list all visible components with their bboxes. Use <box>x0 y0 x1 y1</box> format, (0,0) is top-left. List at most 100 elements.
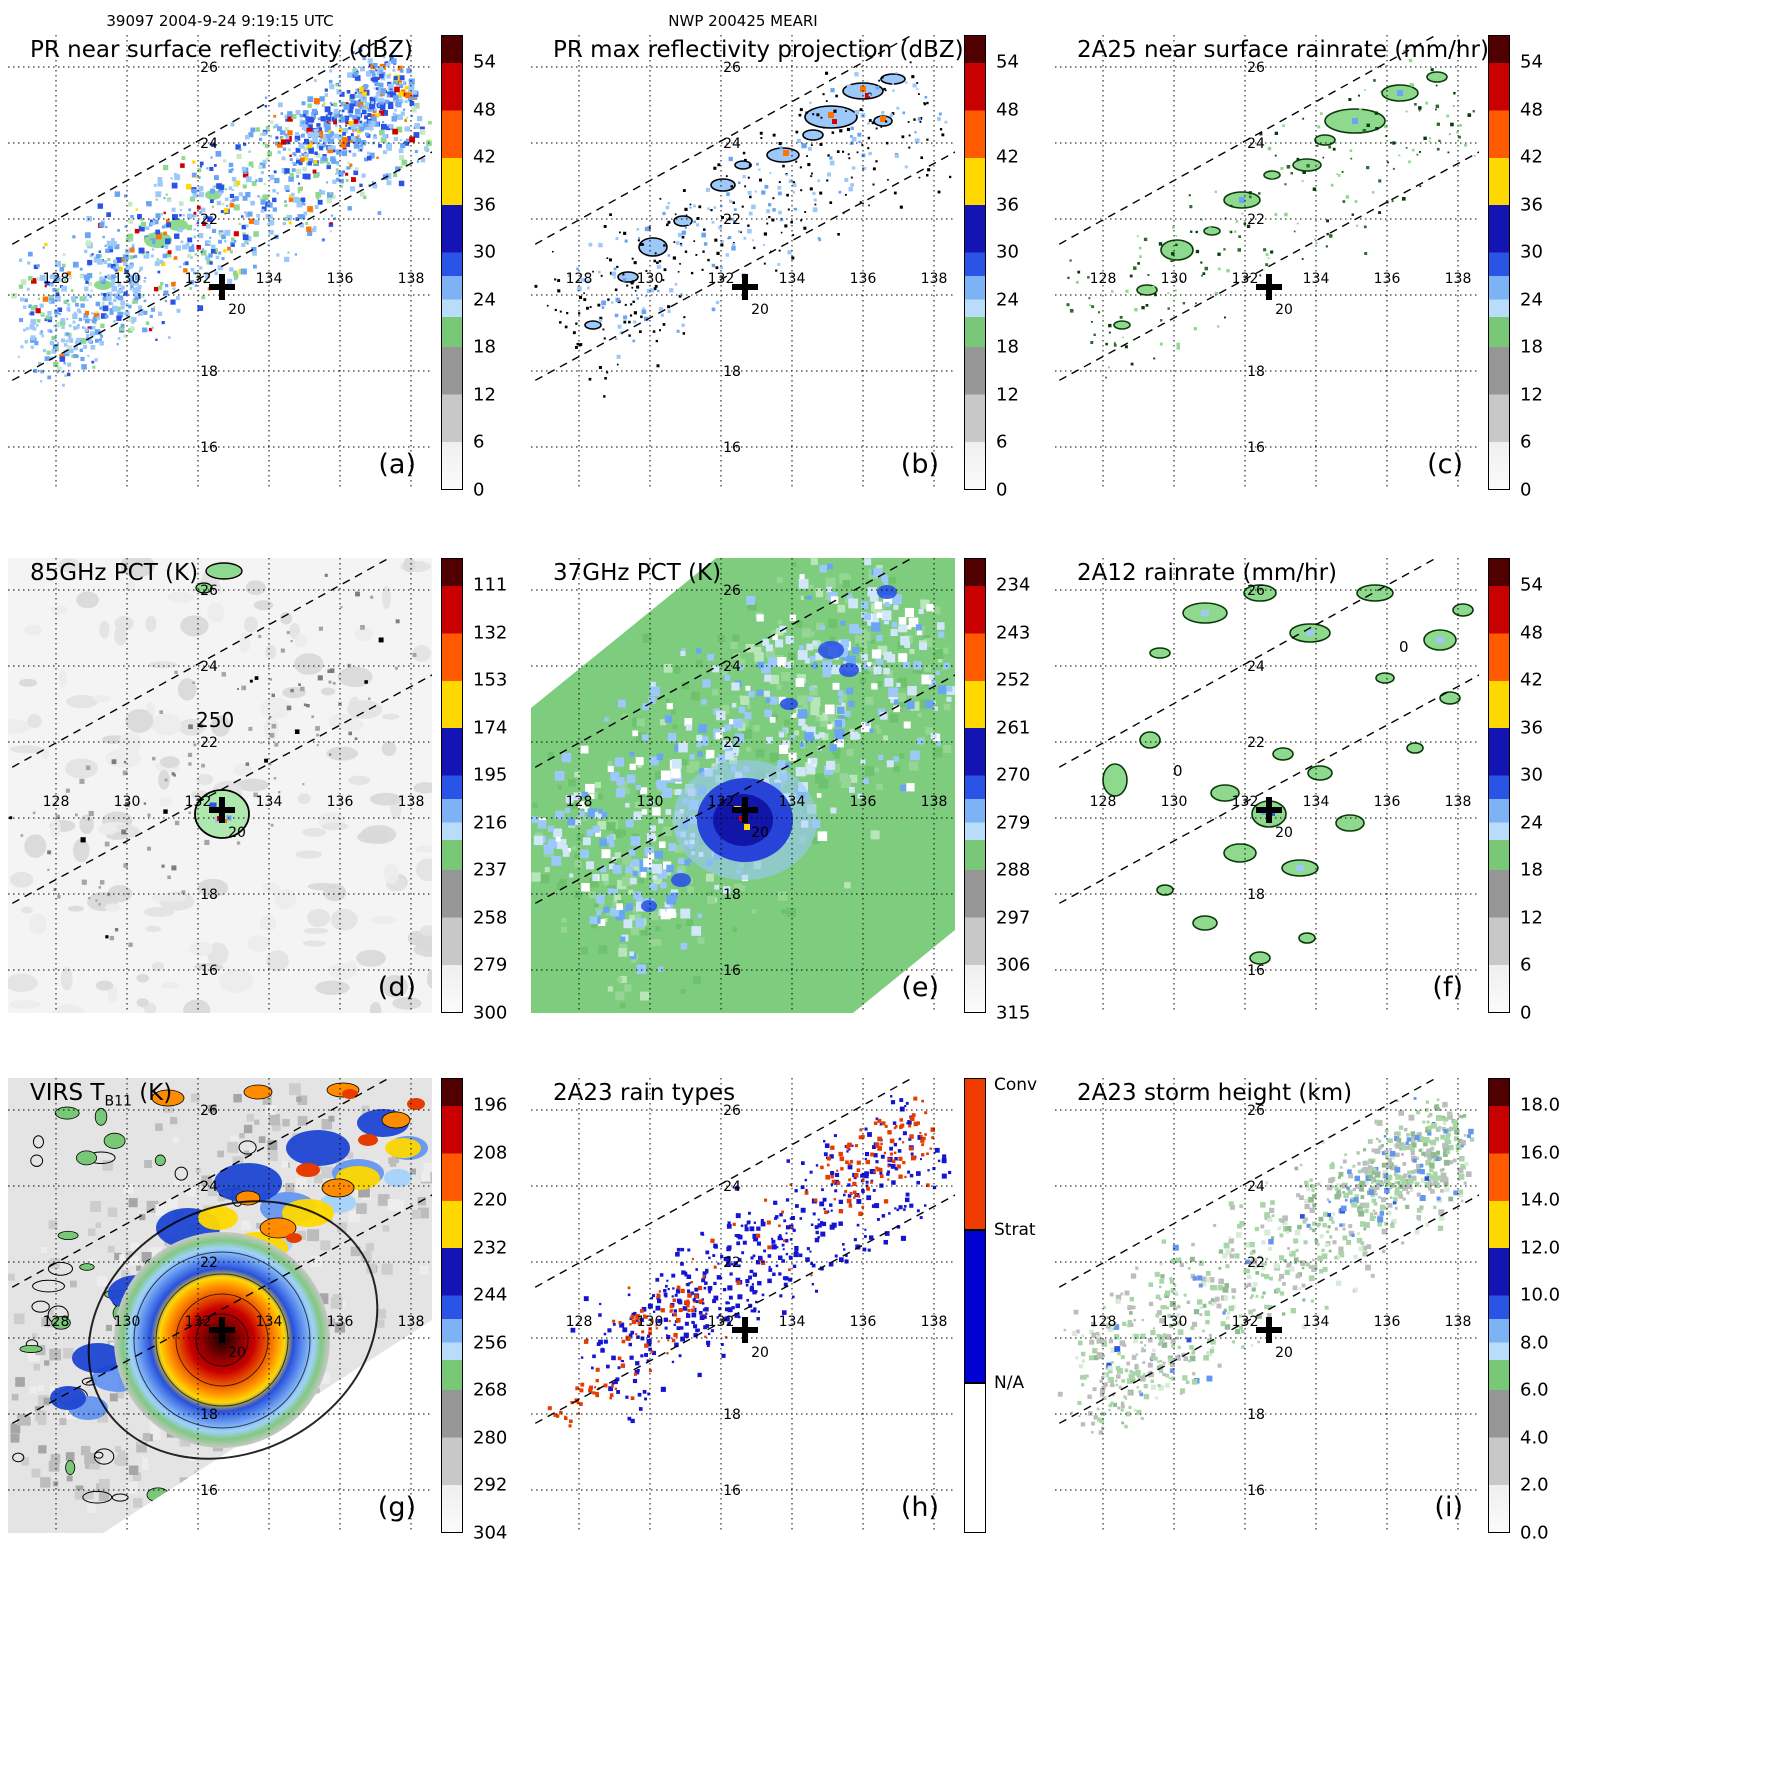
geo-label: 138 <box>921 794 948 810</box>
colorbar-gradient <box>1488 1078 1510 1533</box>
geo-label: 16 <box>200 963 218 979</box>
colorbar-tick: 6 <box>996 431 1008 453</box>
colorbar-tick: 54 <box>1520 51 1543 73</box>
panel-h: 128 130 132 134 136 138 26 24 22 20 18 16 2A23 rain… <box>531 1075 1056 1548</box>
geo-label: 16 <box>1247 440 1265 456</box>
colorbar-tick: 261 <box>996 717 1031 739</box>
geo-label: 20 <box>228 825 246 841</box>
geo-label: 16 <box>1247 963 1265 979</box>
geo-label: 22 <box>200 1255 218 1271</box>
colorbar-tick: 2.0 <box>1520 1474 1549 1496</box>
map-canvas-a: 128 130 132 134 136 138 26 24 22 20 18 16 <box>8 35 432 490</box>
geo-label: 18 <box>723 364 741 380</box>
geo-label: 24 <box>200 136 218 152</box>
colorbar-tick: 30 <box>473 241 496 263</box>
panel-a: 128 130 132 134 136 138 26 24 22 20 18 16 PR near s… <box>8 35 533 505</box>
colorbar-tick: 6 <box>473 431 485 453</box>
colorbar-ticks: 54 48 42 36 30 24 18 12 6 0 <box>441 35 533 501</box>
geo-label: 134 <box>1303 271 1330 287</box>
geo-label: 26 <box>1247 583 1265 599</box>
colorbar-tick: 0 <box>1520 479 1532 501</box>
colorbar-tick: 234 <box>996 574 1031 596</box>
colorbar-tick: 256 <box>473 1332 508 1354</box>
panel-title-f: 2A12 rainrate (mm/hr) <box>1077 560 1338 586</box>
geo-label: 24 <box>723 659 741 675</box>
panel-letter-h: (h) <box>900 1492 939 1523</box>
geo-label: 138 <box>1445 794 1472 810</box>
panel-letter-d: (d) <box>377 972 416 1003</box>
colorbar-tick: 0 <box>996 479 1008 501</box>
plot-area-h: 128 130 132 134 136 138 26 24 22 20 18 16 2A23 rain… <box>531 1078 955 1533</box>
geo-label: 26 <box>200 60 218 76</box>
colorbar-tick: 48 <box>1520 622 1543 644</box>
colorbar-tick: 258 <box>473 907 508 929</box>
geo-label: 134 <box>256 1314 283 1330</box>
colorbar-label-conv: Conv <box>994 1075 1038 1095</box>
panel-letter-f: (f) <box>1432 972 1463 1003</box>
plot-area-e: 128 130 132 134 136 138 26 24 22 20 18 16 37GHz PCT… <box>531 558 955 1013</box>
colorbar-b: 54 48 42 36 30 24 18 12 6 0 <box>964 35 1056 500</box>
colorbar-c: 54 48 42 36 30 24 18 12 6 0 <box>1488 35 1580 501</box>
panel-title-c: 2A25 near surface rainrate (mm/hr) <box>1077 37 1489 63</box>
colorbar-tick: 36 <box>473 194 496 216</box>
colorbar-tick: 279 <box>996 812 1031 834</box>
geo-label: 20 <box>751 302 769 318</box>
colorbar-tick: 12 <box>1520 384 1543 406</box>
colorbar-gradient <box>964 558 986 1013</box>
colorbar-gradient <box>964 35 986 490</box>
colorbar-tick: 30 <box>1520 764 1543 786</box>
geo-label: 128 <box>566 794 593 810</box>
panel-c: 128 130 132 134 136 138 26 24 22 20 18 16 2A25 near… <box>1055 35 1580 505</box>
colorbar-tick: 252 <box>996 669 1031 691</box>
geo-label: 24 <box>723 1179 741 1195</box>
map-canvas-e: 128 130 132 134 136 138 26 24 22 20 18 16 <box>531 558 955 1013</box>
panel-letter-a: (a) <box>378 449 416 480</box>
colorbar-tick: 18 <box>1520 859 1543 881</box>
colorbar-tick: 216 <box>473 812 508 834</box>
geo-label: 16 <box>200 1483 218 1499</box>
geo-label: 128 <box>1090 794 1117 810</box>
colorbar-e: 234 243 252 261 270 279 288 297 306 315 <box>964 558 1056 1023</box>
plot-area-c: 128 130 132 134 136 138 26 24 22 20 18 16 2A25 near… <box>1055 35 1489 490</box>
geo-label: 20 <box>228 1345 246 1361</box>
colorbar-a: 54 48 42 36 30 24 18 12 6 0 <box>441 35 533 501</box>
geo-label: 18 <box>200 1407 218 1423</box>
map-canvas-b: 128 130 132 134 136 138 26 24 22 20 18 16 <box>531 35 955 490</box>
colorbar-tick: 30 <box>996 241 1019 263</box>
panel-i: 128 130 132 134 136 138 26 24 22 20 18 16 2A23 stor… <box>1055 1078 1580 1548</box>
geo-label: 138 <box>921 1314 948 1330</box>
geo-label: 22 <box>1247 735 1265 751</box>
colorbar-tick: 36 <box>1520 194 1543 216</box>
colorbar-tick: 268 <box>473 1379 508 1401</box>
geo-label: 16 <box>723 1483 741 1499</box>
geo-label: 132 <box>708 794 735 810</box>
geo-label: 132 <box>708 271 735 287</box>
geo-label: 136 <box>1374 794 1401 810</box>
panel-letter-i: (i) <box>1434 1492 1463 1523</box>
colorbar-tick: 42 <box>1520 146 1543 168</box>
colorbar-tick: 292 <box>473 1474 508 1496</box>
colorbar-tick: 36 <box>1520 717 1543 739</box>
panel-title-b: PR max reflectivity projection (dBZ) <box>553 37 964 63</box>
colorbar-tick: 279 <box>473 954 508 976</box>
geo-label: 20 <box>751 825 769 841</box>
colorbar-ticks: 54 48 42 36 30 24 18 12 6 0 <box>1488 35 1580 501</box>
geo-label: 132 <box>708 1314 735 1330</box>
geo-label: 138 <box>1445 271 1472 287</box>
colorbar-tick: 6.0 <box>1520 1379 1549 1401</box>
colorbar-tick: 16.0 <box>1520 1142 1561 1164</box>
colorbar-gradient <box>441 35 463 490</box>
geo-label: 136 <box>327 1314 354 1330</box>
geo-label: 18 <box>723 1407 741 1423</box>
colorbar-tick: 0.0 <box>1520 1522 1549 1544</box>
panel-title-e: 37GHz PCT (K) <box>553 560 722 586</box>
contour-label-250: 250 <box>196 708 235 732</box>
panel-g: 128 130 132 134 136 138 26 24 22 20 18 16 VIRS TB11… <box>8 1078 533 1548</box>
title-suffix: (K) <box>131 1080 173 1106</box>
colorbar-tick: 12 <box>473 384 496 406</box>
geo-label: 132 <box>185 271 212 287</box>
geo-label: 130 <box>1161 794 1188 810</box>
panel-letter-b: (b) <box>900 449 939 480</box>
geo-label: 128 <box>43 794 70 810</box>
header-storm-name: NWP 200425 MEARI <box>668 12 818 30</box>
